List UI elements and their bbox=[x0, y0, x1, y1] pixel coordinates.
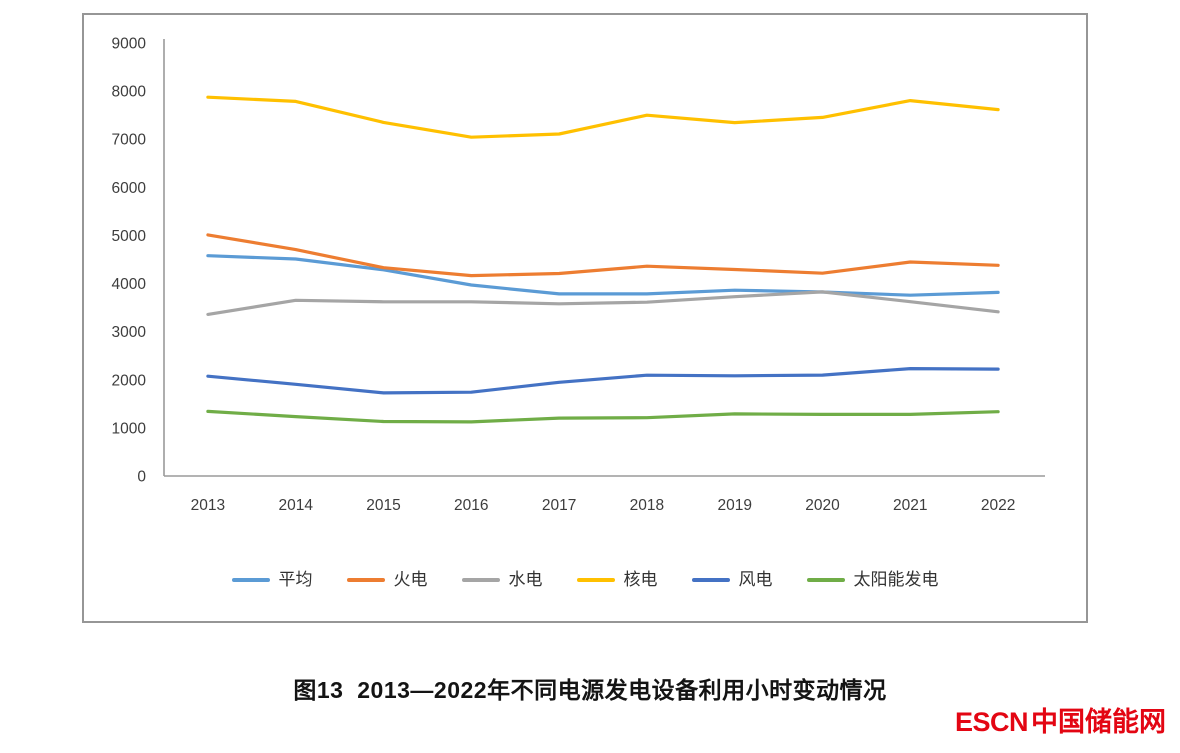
y-tick-label-1: 8000 bbox=[112, 84, 147, 101]
y-tick-label-9: 0 bbox=[137, 469, 146, 486]
escn-logo-text-en: ESCN bbox=[954, 707, 1029, 737]
series-line-4 bbox=[206, 367, 1000, 395]
x-tick-label-3: 2016 bbox=[454, 497, 488, 514]
x-tick-label-5: 2018 bbox=[630, 497, 664, 514]
legend-item-0: 平均 bbox=[231, 570, 313, 589]
series-line-5 bbox=[206, 409, 1000, 424]
legend-item-4: 风电 bbox=[691, 570, 773, 589]
escn-logo-text-cn: 中国储能网 bbox=[1031, 707, 1166, 737]
x-tick-label-8: 2021 bbox=[893, 497, 927, 514]
legend-swatch-2 bbox=[461, 577, 500, 582]
x-tick-label-7: 2020 bbox=[805, 497, 840, 514]
y-tick-label-5: 4000 bbox=[112, 276, 147, 293]
legend-label-1: 火电 bbox=[393, 570, 428, 589]
escn-logo: ESCN 中国储能网 bbox=[955, 706, 1166, 738]
legend-item-5: 太阳能发电 bbox=[806, 570, 939, 589]
y-tick-label-0: 9000 bbox=[112, 36, 147, 53]
y-tick-label-2: 7000 bbox=[112, 132, 147, 149]
legend-item-2: 水电 bbox=[461, 570, 543, 589]
legend-swatch-3 bbox=[576, 577, 615, 582]
series-line-1 bbox=[206, 233, 1000, 278]
x-tick-label-0: 2013 bbox=[191, 497, 225, 514]
y-tick-label-8: 1000 bbox=[112, 420, 147, 437]
chart-area: 9000 8000 7000 6000 5000 4000 3000 2000 1000 0 201… bbox=[82, 13, 1088, 623]
x-tick-label-9: 2022 bbox=[981, 497, 1015, 514]
legend-swatch-1 bbox=[346, 577, 385, 582]
x-tick-label-1: 2014 bbox=[278, 497, 313, 514]
x-tick-label-2: 2015 bbox=[366, 497, 400, 514]
y-tick-label-4: 5000 bbox=[112, 228, 147, 245]
legend-label-4: 风电 bbox=[738, 570, 773, 589]
chart-svg: 9000 8000 7000 6000 5000 4000 3000 2000 1000 0 201… bbox=[112, 36, 1045, 514]
legend-swatch-5 bbox=[806, 577, 845, 582]
y-tick-label-7: 2000 bbox=[112, 372, 147, 389]
series-line-2 bbox=[206, 290, 1000, 316]
legend-label-2: 水电 bbox=[508, 570, 543, 589]
legend: 平均 火电 水电 核电 风电 太阳能发电 bbox=[84, 571, 1086, 588]
legend-item-1: 火电 bbox=[346, 570, 428, 589]
series-line-3 bbox=[206, 95, 1000, 139]
legend-swatch-0 bbox=[231, 577, 270, 582]
x-tick-label-6: 2019 bbox=[717, 497, 751, 514]
legend-item-3: 核电 bbox=[576, 570, 658, 589]
legend-label-0: 平均 bbox=[278, 570, 313, 589]
legend-swatch-4 bbox=[691, 577, 730, 582]
chart-caption: 图13 2013—2022年不同电源发电设备利用小时变动情况 bbox=[293, 677, 887, 703]
x-tick-label-4: 2017 bbox=[542, 497, 576, 514]
series-line-0 bbox=[206, 254, 1000, 297]
legend-label-5: 太阳能发电 bbox=[853, 570, 939, 589]
y-tick-label-3: 6000 bbox=[112, 180, 147, 197]
y-tick-label-6: 3000 bbox=[112, 324, 147, 341]
legend-label-3: 核电 bbox=[623, 570, 658, 589]
